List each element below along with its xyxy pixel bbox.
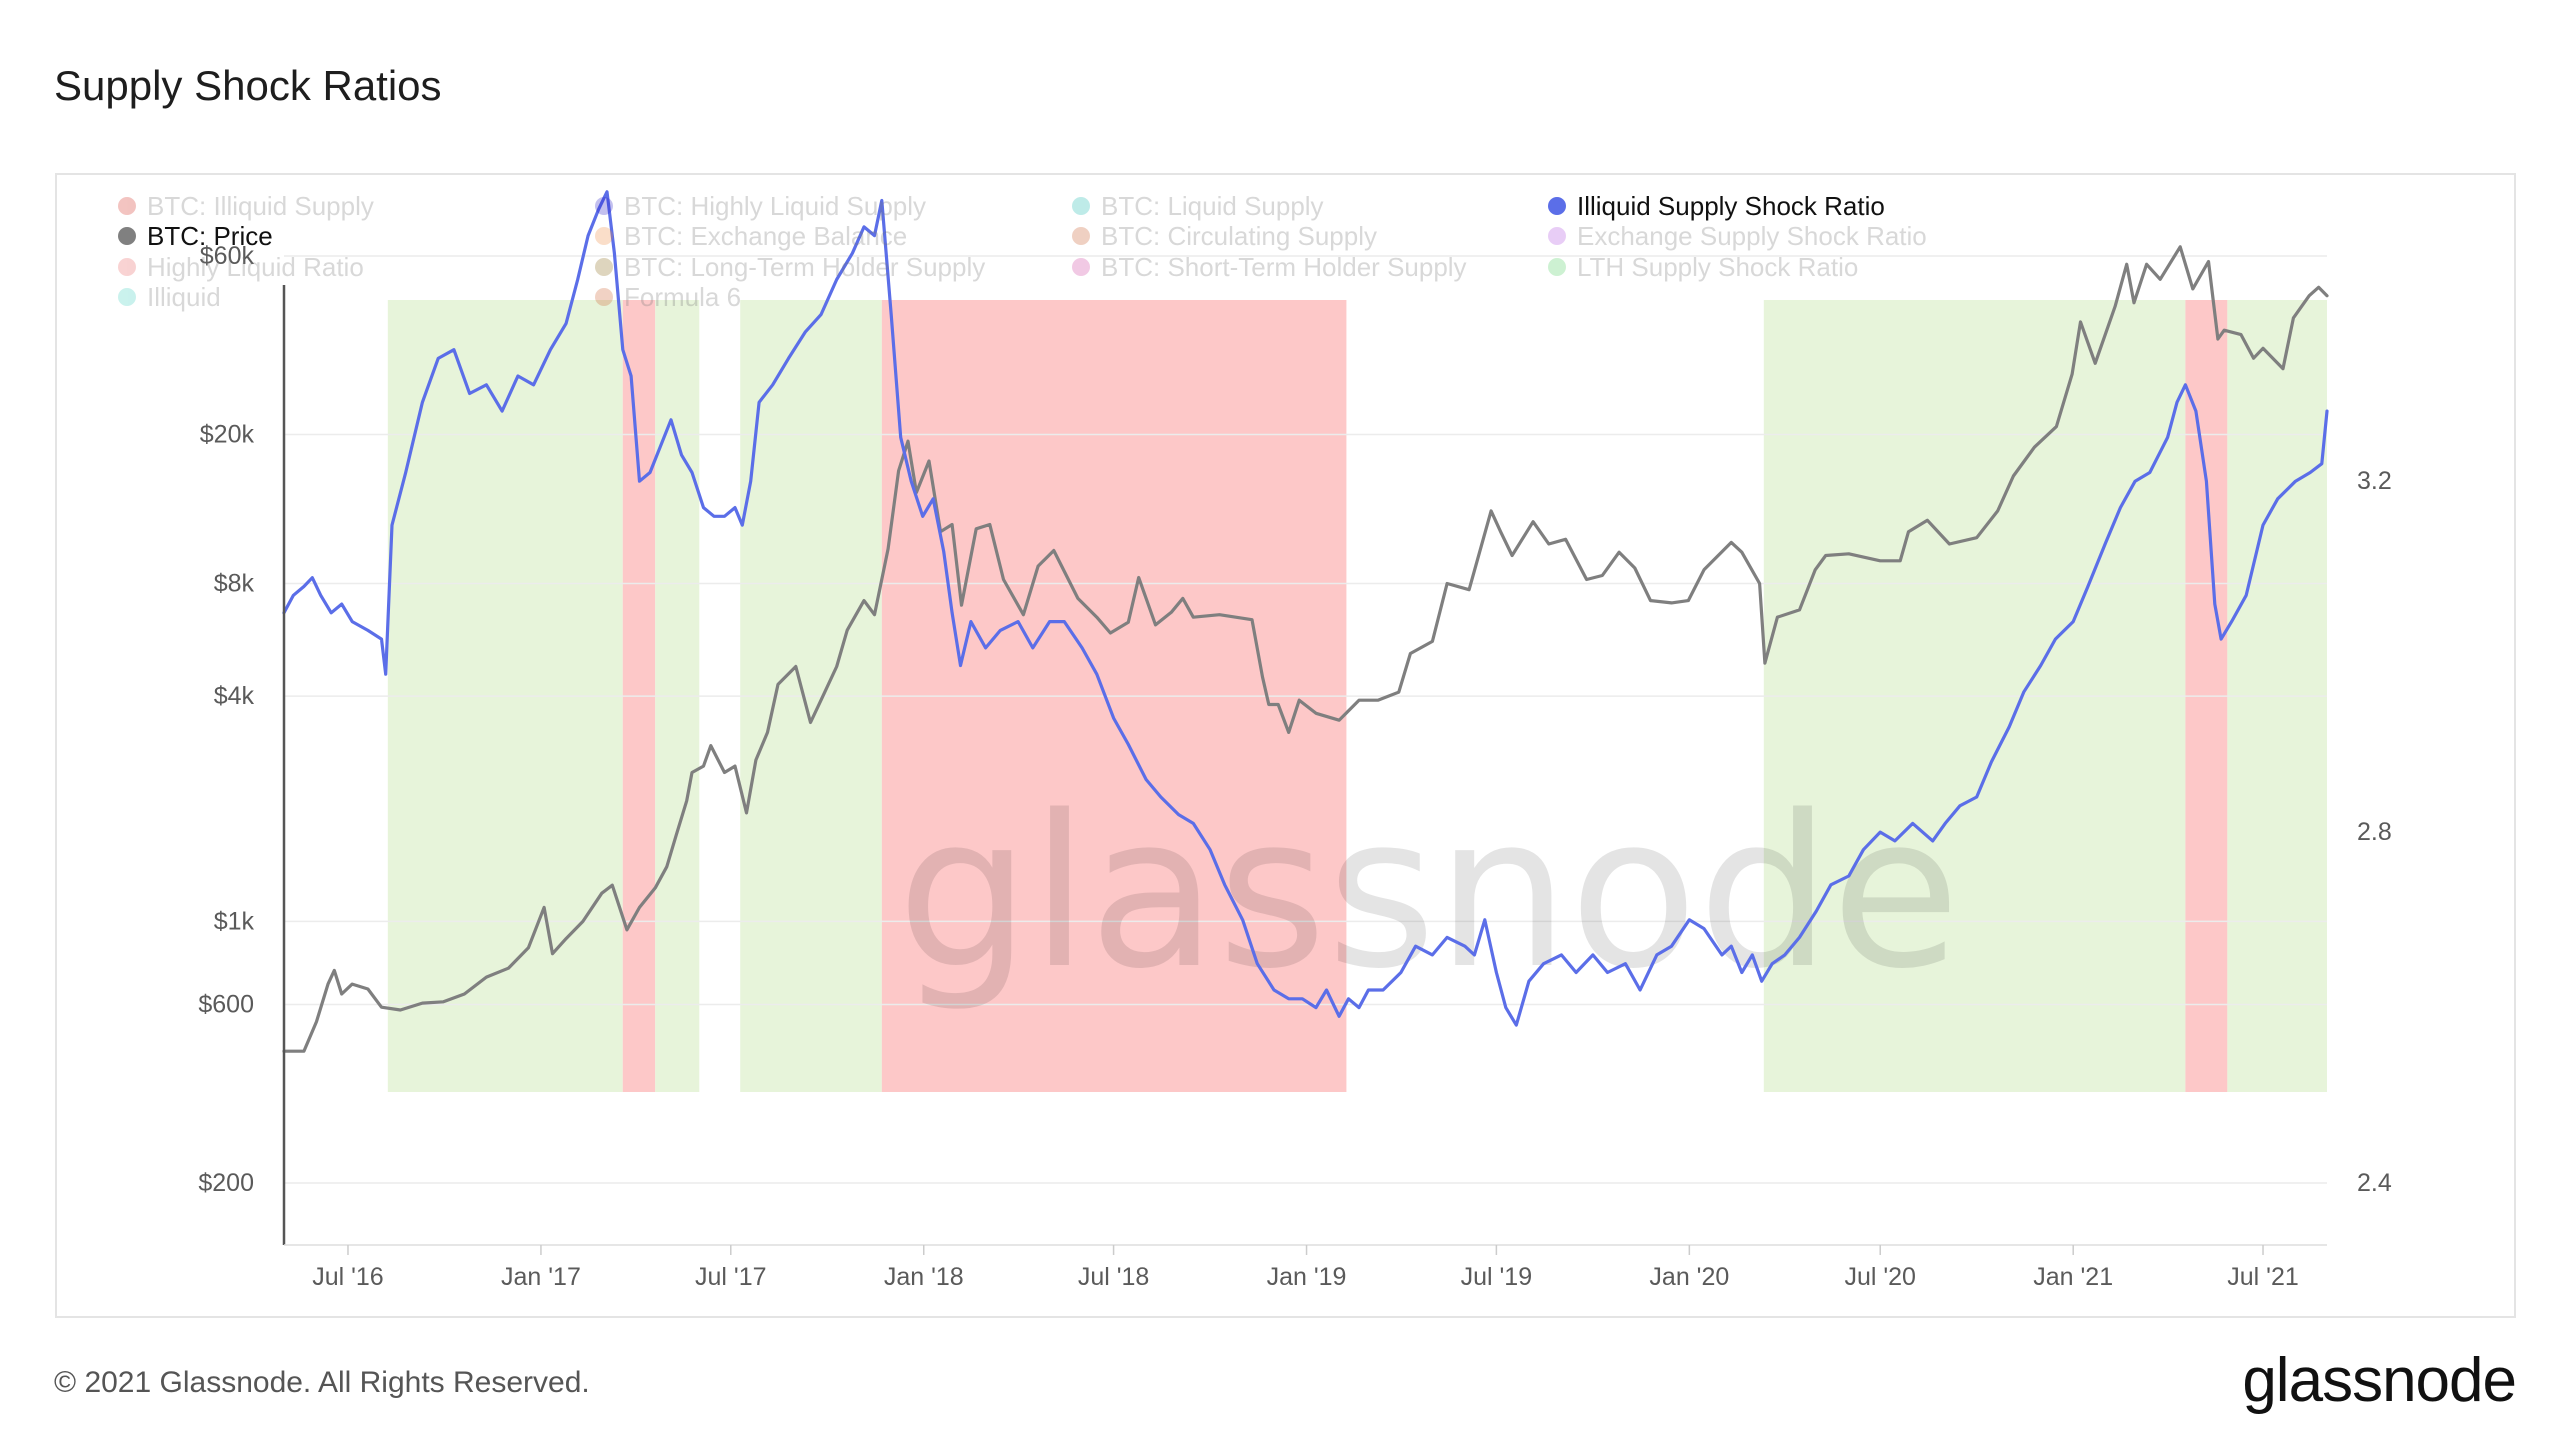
- legend-item[interactable]: BTC: Highly Liquid Supply: [595, 191, 926, 221]
- legend-dot-icon: [118, 197, 136, 215]
- watermark: glassnode: [897, 770, 1960, 1015]
- legend-item[interactable]: Illiquid: [118, 282, 221, 312]
- legend-item[interactable]: BTC: Illiquid Supply: [118, 191, 374, 221]
- legend-item[interactable]: BTC: Exchange Balance: [595, 221, 907, 251]
- y-left-tick-label: $1k: [214, 907, 255, 935]
- legend-item[interactable]: LTH Supply Shock Ratio: [1548, 252, 1858, 282]
- y-left-tick-label: $20k: [200, 421, 255, 449]
- legend-label: LTH Supply Shock Ratio: [1577, 252, 1858, 282]
- y-left-tick-label: $8k: [214, 569, 255, 597]
- legend-dot-icon: [595, 197, 613, 215]
- x-tick-label: Jan '18: [884, 1263, 964, 1291]
- legend-item[interactable]: BTC: Long-Term Holder Supply: [595, 252, 985, 282]
- x-tick-label: Jul '18: [1078, 1263, 1149, 1291]
- y-right-tick-label: 2.4: [2357, 1169, 2392, 1197]
- y-left-tick-label: $200: [198, 1169, 254, 1197]
- y-left-tick-label: $600: [198, 990, 254, 1018]
- x-tick-label: Jul '20: [1844, 1263, 1915, 1291]
- legend-item[interactable]: BTC: Circulating Supply: [1072, 221, 1377, 251]
- legend-item[interactable]: BTC: Liquid Supply: [1072, 191, 1324, 221]
- legend-item[interactable]: Highly Liquid Ratio: [118, 252, 364, 282]
- x-tick-label: Jul '16: [312, 1263, 383, 1291]
- x-tick-label: Jan '17: [501, 1263, 581, 1291]
- legend-item[interactable]: Exchange Supply Shock Ratio: [1548, 221, 1927, 251]
- y-right-tick-label: 3.2: [2357, 467, 2392, 495]
- footer-logo: glassnode: [2242, 1346, 2517, 1415]
- x-tick-label: Jul '21: [2227, 1263, 2298, 1291]
- legend-item[interactable]: Formula 6: [595, 282, 741, 312]
- legend-label: Illiquid Supply Shock Ratio: [1577, 191, 1885, 221]
- x-tick-label: Jan '21: [2033, 1263, 2113, 1291]
- legend-dot-icon: [1548, 227, 1566, 245]
- legend-dot-icon: [1072, 258, 1090, 276]
- legend-dot-icon: [595, 227, 613, 245]
- legend-label: BTC: Price: [147, 221, 273, 251]
- legend-dot-icon: [595, 258, 613, 276]
- axes: $200 $600 $1k $4k $8k $20k $60k 2.4 2.8 3.2 Jul '1…: [198, 242, 2391, 1291]
- x-tick-label: Jan '19: [1267, 1263, 1347, 1291]
- legend-label: Illiquid: [147, 282, 221, 312]
- y-left-tick-label: $4k: [214, 682, 255, 710]
- legend-item[interactable]: Illiquid Supply Shock Ratio: [1548, 191, 1885, 221]
- legend-label: BTC: Liquid Supply: [1101, 191, 1324, 221]
- legend-label: BTC: Highly Liquid Supply: [624, 191, 926, 221]
- legend-label: BTC: Short-Term Holder Supply: [1101, 252, 1467, 282]
- y-left-tick-label: $60k: [200, 242, 255, 270]
- chart-container: glassnode $200 $600 $1k $4k $8k $20k $60k 2.4 2.…: [55, 173, 2516, 1318]
- legend-label: Highly Liquid Ratio: [147, 252, 364, 282]
- legend-label: BTC: Illiquid Supply: [147, 191, 374, 221]
- footer-copyright: © 2021 Glassnode. All Rights Reserved.: [54, 1366, 590, 1399]
- legend-label: Formula 6: [624, 282, 741, 312]
- page-title: Supply Shock Ratios: [54, 62, 442, 109]
- legend-dot-icon: [118, 288, 136, 306]
- legend-dot-icon: [1548, 258, 1566, 276]
- legend-label: BTC: Long-Term Holder Supply: [624, 252, 985, 282]
- supply-shock-chart: glassnode $200 $600 $1k $4k $8k $20k $60k 2.4 2.…: [118, 190, 2392, 1291]
- legend[interactable]: BTC: Illiquid Supply BTC: Highly Liquid S…: [118, 191, 1927, 312]
- x-tick-label: Jul '17: [695, 1263, 766, 1291]
- btc-price-line: [282, 245, 2329, 1053]
- y-right-tick-label: 2.8: [2357, 818, 2392, 846]
- legend-item[interactable]: BTC: Short-Term Holder Supply: [1072, 252, 1467, 282]
- legend-label: BTC: Circulating Supply: [1101, 221, 1377, 251]
- legend-label: BTC: Exchange Balance: [624, 221, 907, 251]
- illiquid-supply-shock-ratio-line: [282, 190, 2329, 1027]
- legend-dot-icon: [1548, 197, 1566, 215]
- legend-label: Exchange Supply Shock Ratio: [1577, 221, 1927, 251]
- legend-dot-icon: [595, 288, 613, 306]
- legend-dot-icon: [118, 258, 136, 276]
- legend-dot-icon: [1072, 197, 1090, 215]
- series-lines: [282, 190, 2329, 1053]
- x-tick-label: Jul '19: [1461, 1263, 1532, 1291]
- x-tick-label: Jan '20: [1649, 1263, 1729, 1291]
- legend-dot-icon: [118, 227, 136, 245]
- legend-item[interactable]: BTC: Price: [118, 221, 273, 251]
- legend-dot-icon: [1072, 227, 1090, 245]
